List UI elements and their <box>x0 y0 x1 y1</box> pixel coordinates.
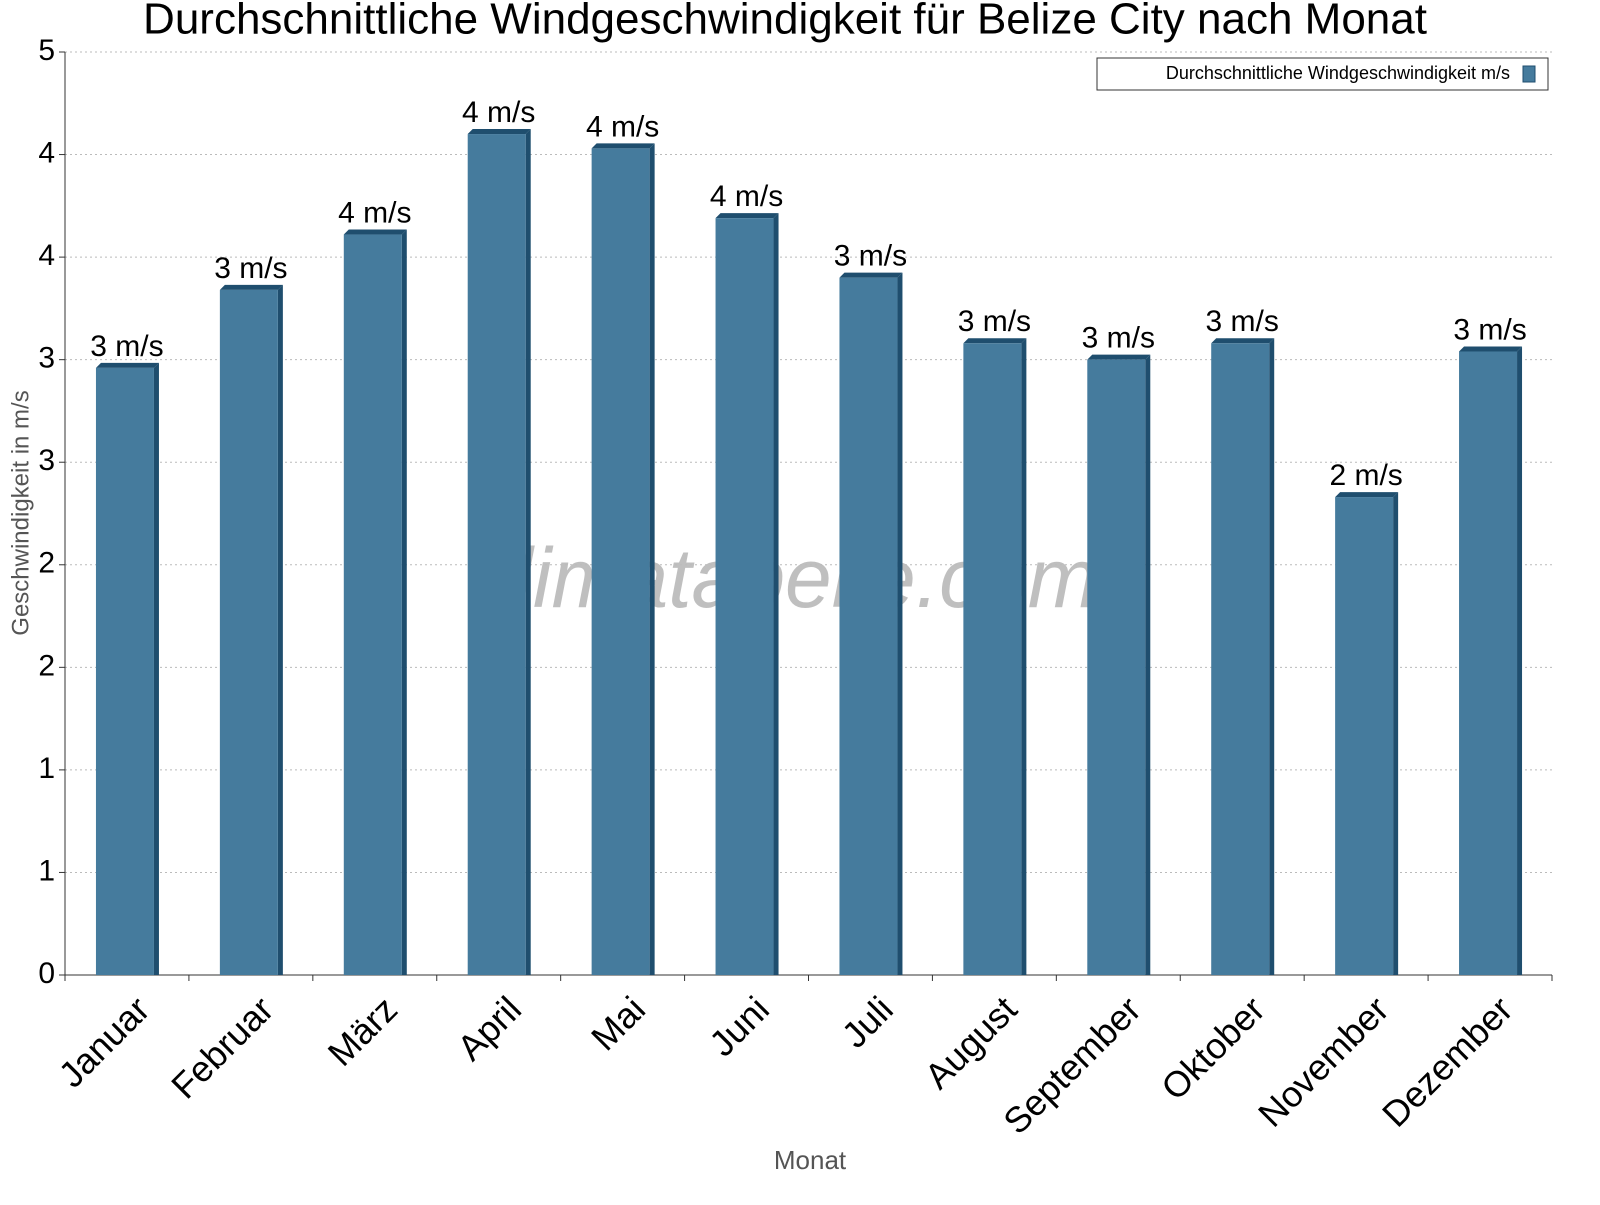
bar-top <box>715 213 779 219</box>
x-tick-label: Dezember <box>1374 988 1520 1134</box>
bar <box>591 148 650 975</box>
bar <box>1211 343 1270 975</box>
y-axis-label: Geschwindigkeit in m/s <box>7 390 34 635</box>
bar <box>839 277 898 976</box>
y-tick-label: 4 <box>38 136 55 169</box>
bar-side <box>649 143 655 975</box>
y-tick-label: 3 <box>38 342 55 375</box>
bar <box>1459 351 1518 975</box>
bar <box>343 234 402 975</box>
bar-side <box>277 284 283 975</box>
bar <box>1335 497 1394 975</box>
value-label: 3 m/s <box>214 252 287 285</box>
value-label: 3 m/s <box>1206 305 1279 338</box>
y-tick-label: 3 <box>38 444 55 477</box>
bar-top <box>1459 346 1523 352</box>
x-tick-label: November <box>1250 988 1396 1134</box>
y-tick-label: 1 <box>38 854 55 887</box>
bar-top <box>1087 354 1151 360</box>
bar-side <box>153 362 159 976</box>
bar-side <box>401 229 407 975</box>
value-label: 4 m/s <box>462 96 535 129</box>
x-tick-label: März <box>320 988 406 1074</box>
value-label: 3 m/s <box>834 240 907 273</box>
bar <box>715 218 774 975</box>
bar <box>1087 359 1146 976</box>
bar-top <box>219 284 283 290</box>
bar-side <box>773 213 779 975</box>
x-tick-label: Januar <box>51 988 158 1095</box>
y-tick-label: 0 <box>38 957 55 990</box>
value-label: 4 m/s <box>338 196 411 229</box>
bar <box>963 343 1022 975</box>
y-tick-label: 2 <box>38 649 55 682</box>
bar-side <box>525 129 531 976</box>
value-label: 2 m/s <box>1329 459 1402 492</box>
bar-side <box>1393 492 1399 975</box>
bar-top <box>839 272 903 278</box>
value-label: 4 m/s <box>710 180 783 213</box>
bar-side <box>897 272 903 976</box>
x-tick-label: Oktober <box>1153 988 1273 1108</box>
x-tick-label: Juli <box>834 988 901 1055</box>
bar-side <box>1269 338 1275 975</box>
value-label: 4 m/s <box>586 110 659 143</box>
bar-side <box>1145 354 1151 976</box>
y-tick-label: 5 <box>38 34 55 67</box>
x-tick-label: August <box>917 988 1025 1096</box>
bar-top <box>591 143 655 149</box>
bar-top <box>1335 492 1399 498</box>
y-tick-label: 4 <box>38 239 55 272</box>
value-label: 3 m/s <box>1453 313 1526 346</box>
bar-top <box>963 338 1027 344</box>
bar-side <box>1021 338 1027 975</box>
x-tick-label: Mai <box>583 988 653 1058</box>
value-label: 3 m/s <box>1082 322 1155 355</box>
value-label: 3 m/s <box>958 305 1031 338</box>
legend-label: Durchschnittliche Windgeschwindigkeit m/… <box>1166 63 1510 83</box>
bar <box>467 134 526 976</box>
legend-swatch <box>1522 65 1536 83</box>
value-label: 3 m/s <box>90 330 163 363</box>
bar <box>95 367 154 976</box>
x-tick-label: April <box>449 988 529 1068</box>
legend-box <box>1096 57 1549 91</box>
y-tick-label: 1 <box>38 752 55 785</box>
bar-side <box>1517 346 1523 975</box>
bar-top <box>1211 338 1275 344</box>
bar-top <box>467 129 531 135</box>
y-tick-label: 2 <box>38 547 55 580</box>
x-axis-label: Monat <box>774 1145 847 1175</box>
x-tick-label: Februar <box>163 988 281 1106</box>
bar-top <box>343 229 407 235</box>
x-tick-label: Juni <box>701 988 777 1064</box>
bar-top <box>95 362 159 368</box>
bar <box>219 289 278 975</box>
chart-title: Durchschnittliche Windgeschwindigkeit fü… <box>143 0 1427 44</box>
